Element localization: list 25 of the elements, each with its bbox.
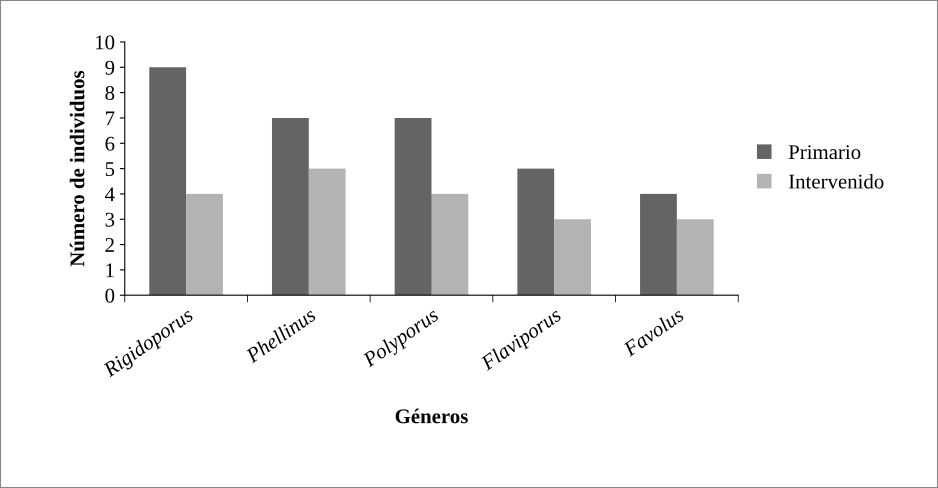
bar [676, 219, 714, 296]
bar [517, 168, 554, 296]
legend-label: Intervenido [788, 174, 884, 189]
y-axis-title: Número de individuos [70, 70, 84, 266]
bar [640, 194, 677, 296]
bar [272, 118, 309, 296]
y-tick-label: 7 [106, 112, 114, 126]
bar [149, 67, 186, 296]
y-tick-label: 1 [106, 263, 114, 278]
x-axis-title: Géneros [396, 408, 468, 424]
y-tick-label: 5 [106, 162, 114, 176]
y-tick-label: 10 [96, 35, 114, 50]
bar [186, 194, 223, 296]
bar [431, 194, 468, 296]
y-tick-label: 2 [106, 238, 114, 252]
y-tick-label: 3 [106, 212, 114, 227]
legend-label: Primario [788, 145, 860, 160]
bar [554, 219, 591, 296]
y-tick-label: 4 [105, 187, 115, 202]
y-tick-label: 8 [105, 86, 114, 100]
y-tick-label: 6 [106, 136, 114, 151]
y-tick-label: 0 [105, 288, 114, 303]
y-tick-label: 9 [105, 60, 114, 75]
bar [394, 118, 432, 296]
bar [308, 168, 346, 296]
